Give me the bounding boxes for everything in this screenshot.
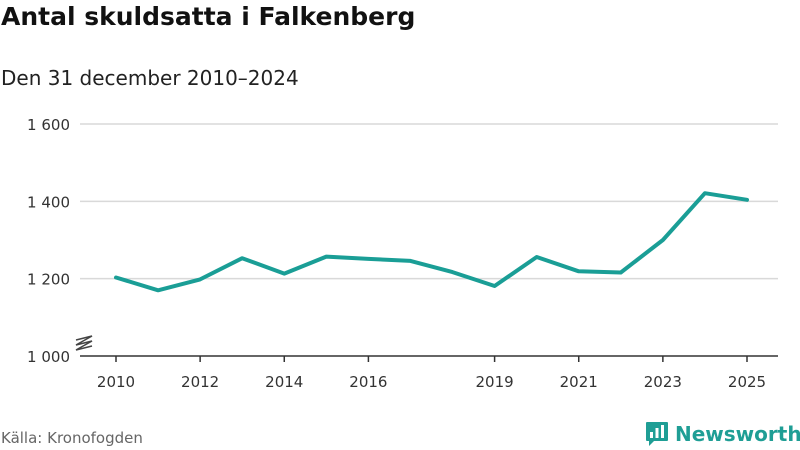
grid-lines bbox=[80, 123, 778, 280]
chart-subtitle: Den 31 december 2010–2024 bbox=[1, 66, 299, 90]
brand-name: Newsworthy bbox=[675, 422, 800, 446]
x-tick-label-2025: 2025 bbox=[728, 373, 766, 391]
series-line-0 bbox=[114, 191, 749, 293]
x-tick-label-2016: 2016 bbox=[349, 373, 387, 391]
chart-title: Antal skuldsatta i Falkenberg bbox=[1, 2, 416, 31]
y-tick-label-1600: 1 600 bbox=[27, 116, 70, 134]
x-tick-label-2010: 2010 bbox=[97, 373, 135, 391]
brand-logo[interactable]: Newsworthy bbox=[645, 421, 800, 447]
y-tick-label-1000: 1 000 bbox=[27, 348, 70, 366]
series-lines bbox=[114, 191, 749, 293]
x-tick-label-2021: 2021 bbox=[560, 373, 598, 391]
x-axis: 2010 2012 2014 2016 2019 2021 2023 2025 bbox=[75, 335, 778, 391]
source-note: Källa: Kronofogden bbox=[1, 429, 143, 447]
axis-break-icon bbox=[75, 335, 93, 351]
x-tick-label-2019: 2019 bbox=[476, 373, 514, 391]
x-tick-label-2023: 2023 bbox=[644, 373, 682, 391]
y-axis-labels: 1 000 1 200 1 400 1 600 bbox=[27, 116, 70, 366]
x-tick-label-2014: 2014 bbox=[265, 373, 303, 391]
y-tick-label-1400: 1 400 bbox=[27, 193, 70, 211]
bar-chart-logo-icon bbox=[646, 422, 668, 446]
x-tick-label-2012: 2012 bbox=[181, 373, 219, 391]
y-tick-label-1200: 1 200 bbox=[27, 271, 70, 289]
